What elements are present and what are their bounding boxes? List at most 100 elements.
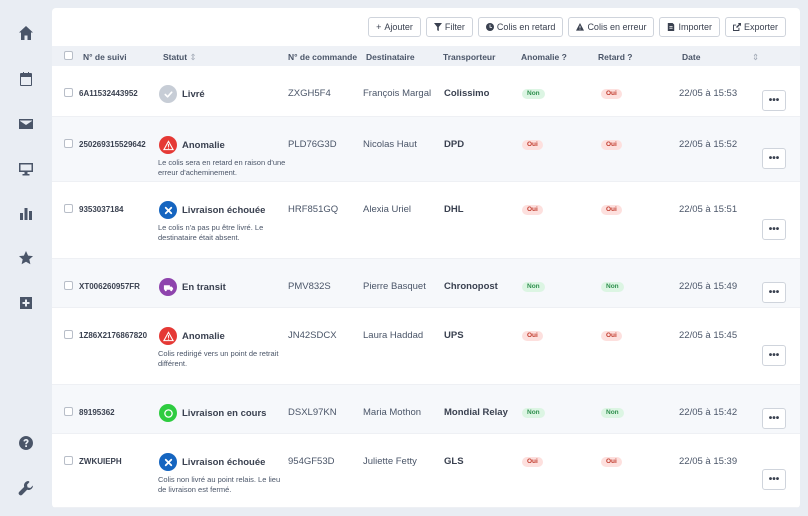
late-parcels-button[interactable]: Colis en retard [477, 17, 564, 37]
more-actions-button[interactable]: ••• [762, 148, 786, 169]
order-number: PMV832S [288, 281, 331, 292]
row-checkbox[interactable] [64, 330, 73, 339]
tracking-number[interactable]: 9353037184 [79, 205, 124, 214]
column-recipient[interactable]: Destinataire [366, 52, 415, 62]
more-actions-button[interactable]: ••• [762, 469, 786, 490]
table-header: N° de suivi Statut ⇕ N° de commande Dest… [52, 46, 800, 66]
export-button-label: Exporter [743, 22, 778, 32]
column-sort-icon[interactable]: ⇕ [752, 52, 760, 62]
more-actions-button[interactable]: ••• [762, 219, 786, 240]
error-parcels-label: Colis en erreur [587, 22, 647, 32]
plus-icon: + [376, 22, 382, 32]
order-number: HRF851GQ [288, 204, 339, 215]
recipient: Maria Mothon [363, 407, 422, 418]
delay-badge: Non [601, 282, 624, 292]
column-date[interactable]: Date [682, 52, 701, 62]
recipient: Nicolas Haut [363, 139, 417, 150]
more-actions-button[interactable]: ••• [762, 282, 786, 303]
table-row[interactable]: XT006260957FR En transit PMV832S Pierre … [52, 259, 800, 308]
carrier: DPD [444, 139, 465, 150]
select-all-checkbox[interactable] [64, 51, 73, 60]
row-checkbox[interactable] [64, 88, 73, 97]
status-description: Colis non livré au point relais. Le lieu… [158, 475, 281, 494]
tracking-number[interactable]: XT006260957FR [79, 282, 140, 291]
column-delay[interactable]: Retard ? [598, 52, 633, 62]
help-icon[interactable] [17, 434, 35, 452]
carrier: UPS [444, 330, 464, 341]
add-button[interactable]: + Ajouter [368, 17, 421, 37]
order-number: JN42SDCX [288, 330, 337, 341]
table-row[interactable]: 9353037184 Livraison échouée Le colis n'… [52, 182, 800, 259]
status-description: Colis redirigé vers un point de retrait … [158, 349, 279, 368]
filter-button[interactable]: Filter [425, 17, 473, 37]
order-number: ZXGH5F4 [288, 88, 331, 99]
more-actions-button[interactable]: ••• [762, 345, 786, 366]
order-number: DSXL97KN [288, 407, 337, 418]
warning-icon [576, 23, 585, 31]
import-button[interactable]: Importer [659, 17, 720, 37]
table-row[interactable]: 6A11532443952 Livré ZXGH5F4 François Mar… [52, 66, 800, 117]
recipient: Juliette Fetty [363, 456, 417, 467]
main-panel: + Ajouter Filter Colis en retard Colis e… [52, 8, 800, 508]
tracking-number[interactable]: 89195362 [79, 408, 115, 417]
date: 22/05 à 15:42 [679, 407, 738, 418]
add-button-label: Ajouter [384, 22, 413, 32]
column-order[interactable]: N° de commande [288, 52, 358, 62]
status-label: En transit [182, 281, 226, 293]
check-icon [159, 85, 177, 103]
row-checkbox[interactable] [64, 407, 73, 416]
more-actions-button[interactable]: ••• [762, 408, 786, 429]
mail-icon[interactable] [17, 115, 35, 133]
tracking-number[interactable]: 6A11532443952 [79, 89, 138, 98]
date: 22/05 à 15:49 [679, 281, 738, 292]
export-button[interactable]: Exporter [724, 17, 786, 37]
calendar-icon[interactable] [17, 70, 35, 88]
table-row[interactable]: ZWKUIEPH Livraison échouée Colis non liv… [52, 434, 800, 508]
more-icon: ••• [768, 473, 780, 485]
date: 22/05 à 15:51 [679, 204, 738, 215]
status: Livraison échouée [159, 453, 265, 471]
row-checkbox[interactable] [64, 204, 73, 213]
clock-icon [485, 23, 494, 31]
tracking-number[interactable]: 1Z86X2176867820 [79, 331, 148, 340]
recipient: Laura Haddad [363, 330, 424, 341]
table-row[interactable]: 1Z86X2176867820 Anomalie Colis redirigé … [52, 308, 800, 385]
truck-icon [159, 278, 177, 296]
row-checkbox[interactable] [64, 281, 73, 290]
add-box-icon[interactable] [17, 294, 35, 312]
tracking-number[interactable]: ZWKUIEPH [79, 457, 122, 466]
bar-chart-icon[interactable] [17, 205, 35, 223]
status-label: Anomalie [182, 330, 225, 342]
close-icon [159, 201, 177, 219]
anomaly-badge: Oui [522, 457, 543, 467]
sort-icon[interactable]: ⇕ [189, 52, 197, 62]
status-label: Livraison en cours [182, 407, 267, 419]
error-parcels-button[interactable]: Colis en erreur [568, 17, 655, 37]
column-anomaly[interactable]: Anomalie ? [521, 52, 567, 62]
table-row[interactable]: 89195362 Livraison en cours DSXL97KN Mar… [52, 385, 800, 434]
home-icon[interactable] [17, 24, 35, 42]
column-tracking[interactable]: N° de suivi [83, 52, 127, 62]
monitor-icon[interactable] [17, 160, 35, 178]
import-icon [668, 23, 675, 31]
wrench-icon[interactable] [17, 479, 35, 497]
delay-badge: Oui [601, 457, 622, 467]
recipient: Pierre Basquet [363, 281, 426, 292]
date: 22/05 à 15:53 [679, 88, 738, 99]
star-icon[interactable] [17, 249, 35, 267]
row-checkbox[interactable] [64, 456, 73, 465]
column-status[interactable]: Statut ⇕ [163, 52, 197, 63]
tracking-number[interactable]: 250269315529642 [79, 140, 146, 149]
close-icon [159, 453, 177, 471]
late-parcels-label: Colis en retard [496, 22, 556, 32]
table-row[interactable]: 250269315529642 Anomalie Le colis sera e… [52, 117, 800, 182]
status: Livraison en cours [159, 404, 266, 422]
anomaly-badge: Oui [522, 140, 543, 150]
carrier: Mondial Relay [444, 407, 508, 418]
row-checkbox[interactable] [64, 139, 73, 148]
delay-badge: Non [601, 408, 624, 418]
carrier: DHL [444, 204, 464, 215]
column-carrier[interactable]: Transporteur [443, 52, 496, 62]
warning-icon [159, 136, 177, 154]
more-actions-button[interactable]: ••• [762, 90, 786, 111]
